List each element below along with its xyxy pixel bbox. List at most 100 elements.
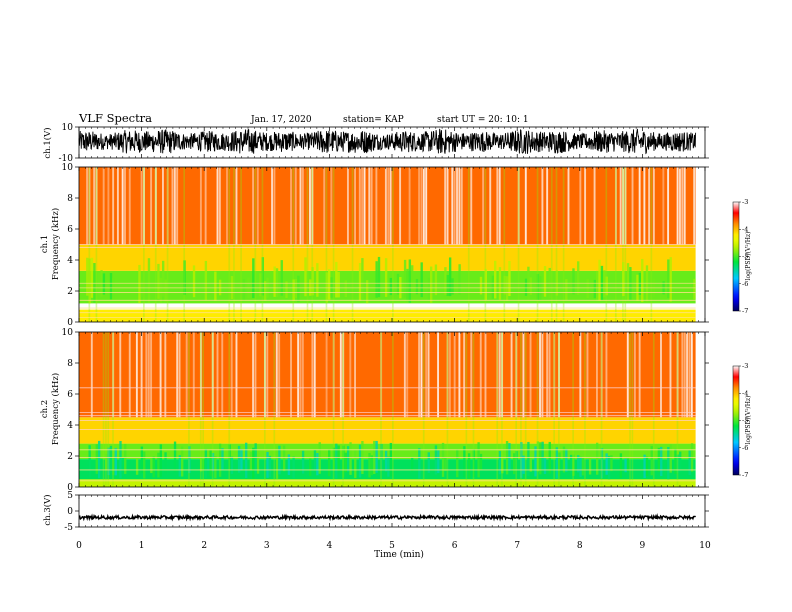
texture-column <box>529 332 532 418</box>
texture-column <box>97 272 101 296</box>
texture-column <box>116 167 119 245</box>
ch1-wave-ylabel: ch.1(V) <box>42 127 53 158</box>
texture-column <box>600 332 603 487</box>
colorbar-tick-label: -6 <box>742 280 748 288</box>
texture-column <box>641 258 644 303</box>
texture-column <box>600 448 604 479</box>
texture-column <box>273 332 276 487</box>
y-tick-label: 6 <box>67 225 73 235</box>
texture-column <box>135 455 139 475</box>
texture-column <box>603 270 606 298</box>
texture-column <box>496 332 499 418</box>
texture-column <box>309 167 311 245</box>
texture-column <box>211 452 215 472</box>
texture-column <box>676 167 679 245</box>
texture-column <box>266 332 269 418</box>
texture-column <box>638 167 641 245</box>
texture-column <box>199 332 202 487</box>
texture-column <box>674 448 677 474</box>
texture-column <box>380 332 382 487</box>
ch1-spectrogram-panel: 0 2 4 6 8 10 <box>62 163 709 328</box>
texture-column <box>263 281 267 301</box>
texture-column <box>143 451 146 479</box>
spectral-band <box>79 309 696 322</box>
texture-column <box>479 332 482 418</box>
texture-column <box>406 332 409 418</box>
texture-column <box>458 264 461 295</box>
texture-column <box>278 445 281 475</box>
texture-column <box>178 332 181 418</box>
texture-column <box>577 261 580 295</box>
texture-column <box>105 332 107 487</box>
texture-column <box>546 332 549 418</box>
texture-column <box>256 167 259 245</box>
station-label: station= KAP <box>343 115 404 125</box>
y-tick-label: 0 <box>67 483 73 493</box>
texture-column <box>361 258 364 300</box>
texture-column <box>434 264 438 296</box>
texture-column <box>453 167 456 245</box>
texture-column <box>192 332 195 418</box>
texture-column <box>384 450 388 472</box>
texture-column <box>496 332 499 487</box>
texture-column <box>512 453 516 475</box>
texture-column <box>446 332 449 418</box>
texture-column <box>648 167 651 245</box>
colorbar-gradient <box>732 201 740 312</box>
texture-column <box>686 332 689 418</box>
texture-column <box>643 454 646 479</box>
texture-column <box>679 451 682 473</box>
x-tick-label: 4 <box>327 541 333 551</box>
texture-column <box>411 265 414 300</box>
texture-column <box>593 279 597 299</box>
texture-column <box>662 167 665 245</box>
texture-column <box>629 332 631 487</box>
texture-column <box>584 167 587 245</box>
texture-column <box>588 457 592 475</box>
texture-column <box>152 456 155 478</box>
texture-column <box>429 266 433 303</box>
texture-column <box>93 167 96 245</box>
texture-column <box>346 446 350 472</box>
texture-column <box>524 167 527 245</box>
texture-column <box>309 458 312 476</box>
texture-column <box>311 167 314 245</box>
texture-column <box>140 167 143 245</box>
x-tick-label: 7 <box>514 541 520 551</box>
texture-column <box>242 279 246 302</box>
y-tick-label: 2 <box>67 452 73 462</box>
texture-column <box>681 332 684 418</box>
texture-column <box>676 332 679 418</box>
texture-column <box>622 262 625 297</box>
texture-column <box>358 167 361 245</box>
y-tick-label: 0 <box>67 507 73 517</box>
texture-column <box>631 167 634 245</box>
texture-column <box>358 444 362 478</box>
texture-column <box>235 332 238 418</box>
x-tick-label: 8 <box>577 541 583 551</box>
texture-column <box>316 263 319 297</box>
start-time-label: start UT = 20: 10: 1 <box>437 115 529 125</box>
spectral-band <box>79 332 696 418</box>
texture-column <box>600 332 603 418</box>
waveform-trace <box>78 128 697 155</box>
texture-column <box>491 275 495 299</box>
time-axis: 0 1 2 3 4 5 6 7 8 9 10 <box>76 541 711 551</box>
texture-column <box>328 268 331 300</box>
texture-column <box>252 167 255 245</box>
texture-column <box>209 450 212 477</box>
texture-column <box>387 167 390 245</box>
texture-column <box>188 332 190 487</box>
texture-column <box>273 167 276 245</box>
texture-column <box>368 167 371 245</box>
texture-column <box>652 332 655 487</box>
texture-column <box>97 440 101 479</box>
texture-column <box>252 447 255 479</box>
y-tick-label: 4 <box>67 256 73 266</box>
texture-column <box>548 332 551 418</box>
texture-column <box>456 167 458 245</box>
texture-column <box>399 167 402 245</box>
y-tick-label: -5 <box>64 523 73 533</box>
texture-column <box>150 458 153 474</box>
texture-column <box>515 332 518 487</box>
